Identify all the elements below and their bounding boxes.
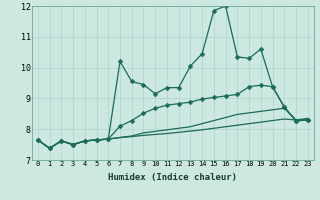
X-axis label: Humidex (Indice chaleur): Humidex (Indice chaleur) [108, 173, 237, 182]
